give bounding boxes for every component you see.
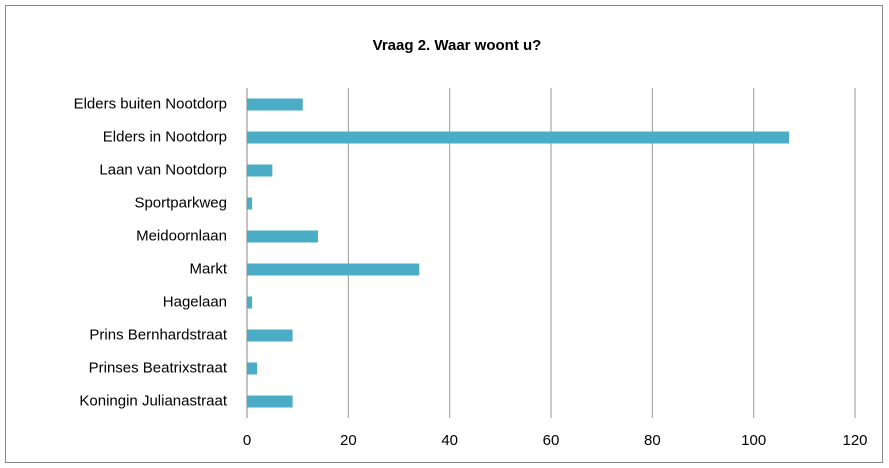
x-tick-label: 80 xyxy=(644,432,661,449)
y-tick-label: Laan van Nootdorp xyxy=(99,161,227,178)
y-tick-label: Prins Bernhardstraat xyxy=(89,326,227,343)
bar xyxy=(247,362,258,375)
bar xyxy=(247,131,790,144)
x-tick-label: 40 xyxy=(441,432,458,449)
x-tick-label: 100 xyxy=(741,432,766,449)
y-tick-label: Hagelaan xyxy=(163,293,227,310)
bar xyxy=(247,296,253,309)
x-tick-label: 60 xyxy=(543,432,560,449)
x-tick-label: 120 xyxy=(842,432,867,449)
bar xyxy=(247,395,293,408)
bar xyxy=(247,98,303,111)
bar xyxy=(247,197,253,210)
y-tick-label: Sportparkweg xyxy=(134,194,227,211)
bar xyxy=(247,263,420,276)
chart-title: Vraag 2. Waar woont u? xyxy=(373,37,542,54)
chart-border xyxy=(5,5,883,463)
y-tick-label: Markt xyxy=(190,260,228,277)
y-tick-label: Elders buiten Nootdorp xyxy=(74,95,227,112)
y-tick-label: Prinses Beatrixstraat xyxy=(89,359,228,376)
y-tick-label: Koningin Julianastraat xyxy=(79,392,227,409)
x-tick-label: 20 xyxy=(340,432,357,449)
bar xyxy=(247,230,318,243)
bar xyxy=(247,329,293,342)
y-tick-label: Meidoornlaan xyxy=(136,227,227,244)
x-tick-label: 0 xyxy=(243,432,251,449)
y-tick-label: Elders in Nootdorp xyxy=(103,128,227,145)
bar xyxy=(247,164,273,177)
